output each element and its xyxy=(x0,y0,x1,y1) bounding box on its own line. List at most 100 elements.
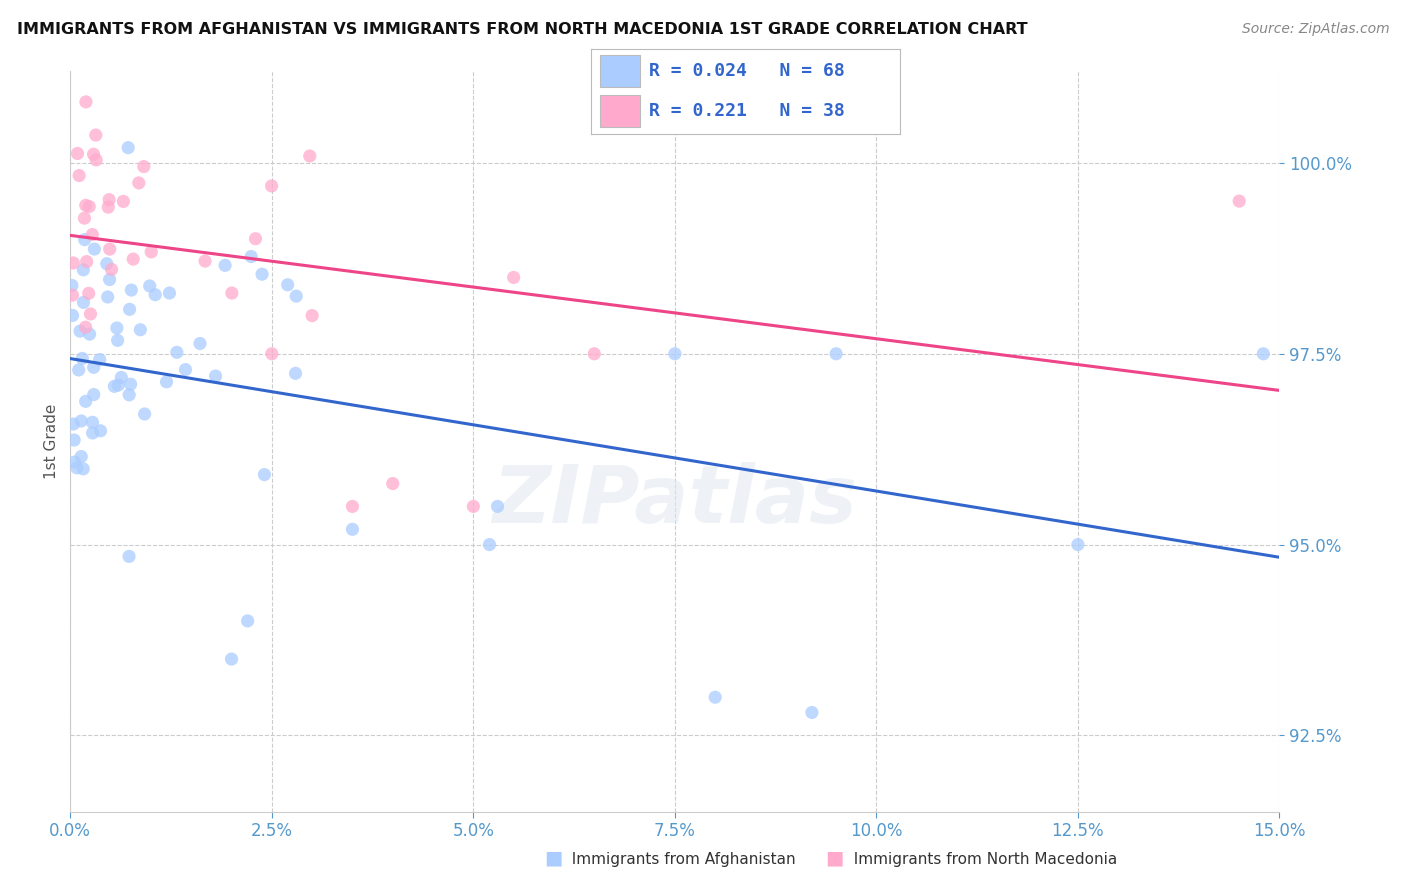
Point xyxy=(75,95,97,109)
Point xyxy=(141,244,163,259)
Point xyxy=(103,379,125,393)
Point xyxy=(502,270,524,285)
Point xyxy=(72,351,94,366)
Point xyxy=(463,500,485,514)
Point xyxy=(277,277,299,292)
Point xyxy=(82,425,104,440)
Point xyxy=(129,323,152,337)
Text: R = 0.024   N = 68: R = 0.024 N = 68 xyxy=(650,62,845,80)
Text: Immigrants from North Macedonia: Immigrants from North Macedonia xyxy=(844,852,1116,867)
Point xyxy=(155,375,177,389)
Text: Source: ZipAtlas.com: Source: ZipAtlas.com xyxy=(1241,22,1389,37)
Point xyxy=(73,211,96,226)
Point xyxy=(1227,194,1250,208)
Point xyxy=(83,360,105,375)
Point xyxy=(128,176,150,190)
Point xyxy=(107,378,129,392)
Point xyxy=(132,160,155,174)
Point xyxy=(83,242,105,256)
Point xyxy=(70,450,93,464)
Point xyxy=(381,476,404,491)
Point xyxy=(66,146,89,161)
Text: R = 0.221   N = 38: R = 0.221 N = 38 xyxy=(650,102,845,120)
Point xyxy=(214,258,236,272)
Point xyxy=(253,467,276,482)
Point xyxy=(90,424,112,438)
Point xyxy=(79,327,101,342)
Point xyxy=(704,690,727,705)
Point xyxy=(486,500,509,514)
Point xyxy=(97,290,120,304)
Point xyxy=(62,288,84,302)
Point xyxy=(240,250,263,264)
Point xyxy=(260,178,283,193)
Point xyxy=(342,500,364,514)
Point xyxy=(122,252,145,266)
Point xyxy=(96,257,118,271)
Point xyxy=(188,336,211,351)
Point xyxy=(67,363,90,377)
Y-axis label: 1st Grade: 1st Grade xyxy=(44,404,59,479)
Point xyxy=(60,278,83,293)
Point xyxy=(194,254,217,268)
Point xyxy=(97,200,120,214)
Point xyxy=(118,388,141,402)
Point xyxy=(67,169,90,183)
Point xyxy=(100,262,122,277)
Point xyxy=(66,461,89,475)
Bar xyxy=(600,55,640,87)
Point xyxy=(72,295,94,310)
Point xyxy=(62,309,84,323)
Text: ZIPatlas: ZIPatlas xyxy=(492,462,858,540)
Point xyxy=(664,347,686,361)
Point xyxy=(75,198,97,212)
Text: ■: ■ xyxy=(825,848,844,867)
Point xyxy=(118,302,141,317)
Point xyxy=(117,141,139,155)
Point xyxy=(98,272,121,286)
Point xyxy=(77,286,100,301)
Point xyxy=(174,362,197,376)
Point xyxy=(73,233,96,247)
Point xyxy=(84,153,107,167)
Point xyxy=(98,193,121,207)
Point xyxy=(112,194,135,209)
Point xyxy=(134,407,156,421)
Point xyxy=(84,128,107,142)
Point xyxy=(583,347,606,361)
Point xyxy=(120,283,142,297)
Point xyxy=(107,334,129,348)
Point xyxy=(69,324,91,338)
Point xyxy=(110,370,132,384)
Point xyxy=(63,433,86,447)
Point xyxy=(166,345,188,359)
Point xyxy=(284,367,307,381)
Point xyxy=(89,352,111,367)
Point xyxy=(120,377,142,392)
Point xyxy=(82,227,104,242)
Point xyxy=(236,614,259,628)
Point xyxy=(298,149,321,163)
Point xyxy=(98,242,121,256)
Text: ■: ■ xyxy=(544,848,562,867)
Point xyxy=(143,287,166,301)
Point xyxy=(245,232,267,246)
Point xyxy=(301,309,323,323)
Point xyxy=(72,263,94,277)
Point xyxy=(221,286,243,301)
Point xyxy=(1253,347,1275,361)
Text: IMMIGRANTS FROM AFGHANISTAN VS IMMIGRANTS FROM NORTH MACEDONIA 1ST GRADE CORRELA: IMMIGRANTS FROM AFGHANISTAN VS IMMIGRANT… xyxy=(17,22,1028,37)
Point xyxy=(76,254,98,268)
Point xyxy=(82,415,104,429)
Point xyxy=(70,414,93,428)
Point xyxy=(204,369,226,384)
Point xyxy=(63,455,86,469)
Point xyxy=(250,267,273,281)
Point xyxy=(1067,538,1090,552)
Point xyxy=(79,307,101,321)
Point xyxy=(221,652,243,666)
Point xyxy=(260,347,283,361)
Point xyxy=(83,147,105,161)
Bar xyxy=(600,95,640,127)
Point xyxy=(118,549,141,564)
